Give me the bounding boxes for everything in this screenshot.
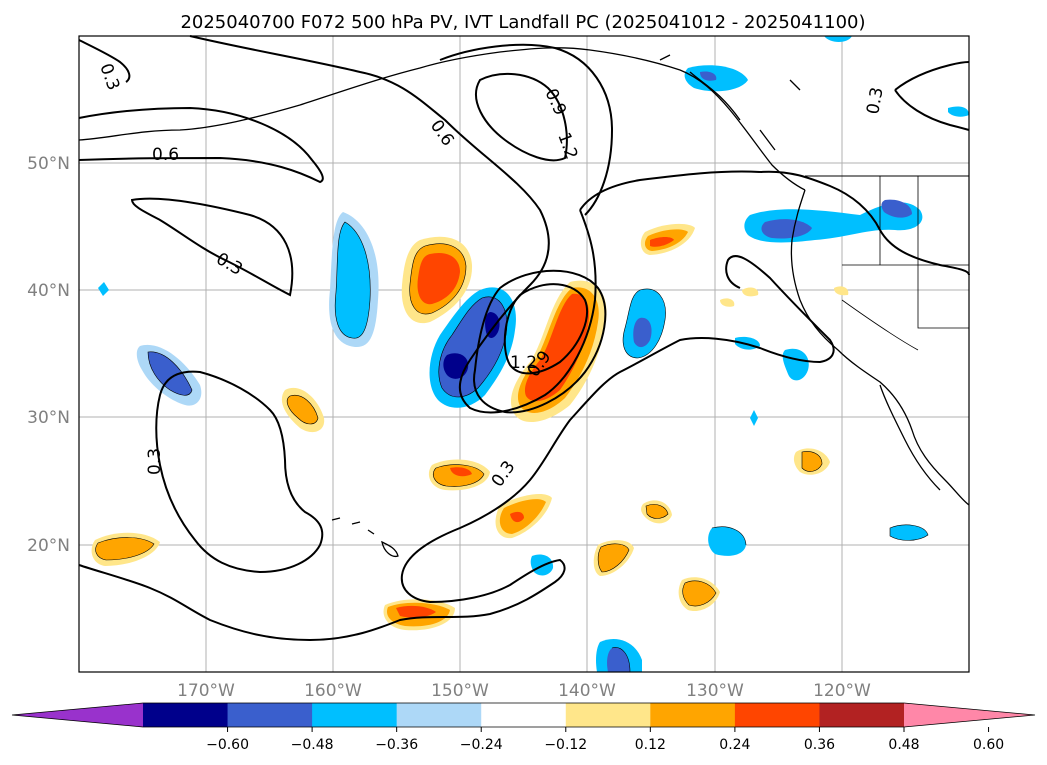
- contour-0.6-main: [189, 35, 597, 414]
- lon-label-160w: 160°W: [304, 681, 362, 701]
- contour-label: 0.6: [152, 145, 179, 165]
- colorbar-segment: [650, 703, 736, 727]
- pos-anomaly-152w-core: [417, 252, 460, 305]
- colorbar-tick-label: 0.12: [635, 737, 666, 753]
- neg-anomaly-136w-core: [633, 317, 652, 348]
- pos-anomaly-120w-small: [834, 286, 849, 296]
- colorbar-segment: [481, 703, 567, 727]
- contour-1.2-top-closed: [475, 72, 568, 162]
- pos-anomaly-145w-core: [510, 511, 524, 523]
- coastlines: [78, 47, 970, 558]
- coast-baja: [879, 384, 941, 491]
- pv-contours: [78, 35, 970, 642]
- pos-anomaly-142w-core: [524, 293, 590, 402]
- contour-0.6-left: [78, 106, 324, 184]
- lat-label-20n: 20°N: [27, 536, 70, 556]
- pos-anomaly-123w-core: [802, 451, 822, 472]
- colorbar-extend-right: [904, 703, 1035, 727]
- neg-anomaly-127w-tiny: [750, 410, 758, 426]
- neg-anomaly-148w-core2: [485, 312, 500, 338]
- neg-anomaly-114w: [890, 524, 928, 541]
- lon-label-120w: 120°W: [813, 681, 871, 701]
- coast-islands-top: [659, 54, 801, 151]
- colorbar-tick-label: 0.36: [804, 737, 835, 753]
- colorbar-tick-label: 0.60: [973, 737, 1004, 753]
- pos-anomaly-139w-core: [598, 543, 629, 572]
- pos-anomaly-133w-core: [650, 237, 674, 247]
- contour-label: 1.2: [510, 353, 537, 373]
- colorbar-segment: [819, 703, 905, 727]
- neg-anomaly-160w-core: [335, 222, 371, 339]
- neg-anomaly-137w-core: [607, 647, 630, 672]
- colorbar-tick-label: −0.24: [460, 737, 503, 753]
- colorbar-outline: [11, 702, 1036, 728]
- contour-0.3-top-left: [78, 39, 131, 83]
- contour-1.2-center: [503, 283, 588, 375]
- lat-axis-labels: 50°N 40°N 30°N 20°N: [27, 154, 70, 556]
- map-area: 0.3 0.6 0.6 0.3 0.9 1.2 0.3 0.3 1.2 0.9 …: [78, 35, 970, 673]
- neg-anomaly-117w-top: [824, 36, 852, 42]
- pos-anomaly-131w-core: [682, 580, 716, 606]
- lon-label-130w: 130°W: [686, 681, 744, 701]
- pos-anomaly-136w-core: [646, 504, 668, 519]
- contour-0.3-main-right: [759, 170, 970, 276]
- colorbar-segment: [312, 703, 398, 727]
- contour-0.3-left-closed: [130, 197, 294, 297]
- contour-label: 0.3: [863, 86, 887, 116]
- lat-label-50n: 50°N: [27, 154, 70, 174]
- neg-anomaly-178w: [98, 282, 109, 296]
- colorbar-tick-label: −0.12: [544, 737, 587, 753]
- colorbar-tick-label: −0.48: [291, 737, 334, 753]
- colorbar-segment: [565, 703, 651, 727]
- colorbar-segment: [143, 703, 229, 727]
- lon-label-140w: 140°W: [558, 681, 616, 701]
- contour-0.3-top-right: [894, 61, 970, 131]
- neg-anomaly-131w-top: [684, 65, 748, 92]
- contour-0.3-main: [78, 170, 835, 642]
- contour-0.3-left-loop: [155, 370, 324, 574]
- coast-hawaii: [331, 517, 399, 558]
- lat-label-30n: 30°N: [27, 408, 70, 428]
- colorbar-segment: [734, 703, 820, 727]
- lon-axis-labels: 170°W 160°W 150°W 140°W 130°W 120°W: [177, 681, 871, 701]
- pos-anomaly-155w-core: [396, 605, 436, 618]
- contour-label: 0.3: [145, 448, 165, 475]
- colorbar-extend-left: [12, 703, 143, 727]
- lat-label-40n: 40°N: [27, 281, 70, 301]
- ivt-shading: [91, 36, 969, 672]
- lon-label-170w: 170°W: [177, 681, 235, 701]
- map-frame: [78, 35, 970, 673]
- pos-anomaly-150w-core: [450, 467, 472, 477]
- pos-anomaly-126w-small: [742, 287, 759, 297]
- colorbar: −0.60 −0.48 −0.36 −0.24 −0.12 0.12 0.24 0.36 0.4…: [11, 702, 1036, 753]
- pos-anomaly-128w-small: [720, 298, 735, 307]
- contour-0.9-top: [439, 43, 614, 216]
- colorbar-segment: [396, 703, 482, 727]
- contour-0.9-center: [473, 269, 607, 414]
- figure-title: 2025040700 F072 500 hPa PV, IVT Landfall…: [180, 12, 865, 33]
- colorbar-tick-label: 0.24: [719, 737, 750, 753]
- border-states: [841, 176, 969, 351]
- colorbar-tick-label: −0.36: [375, 737, 418, 753]
- neg-anomaly-172w-core: [148, 351, 192, 396]
- lon-label-150w: 150°W: [431, 681, 489, 701]
- colorbar-tick-label: −0.60: [206, 737, 249, 753]
- coast-alaska: [78, 47, 806, 191]
- neg-anomaly-116w-core: [881, 199, 912, 218]
- colorbar-segment: [227, 703, 313, 727]
- neg-anomaly-131w-top-core: [700, 71, 717, 81]
- coast-bc: [790, 189, 970, 506]
- neg-anomaly-112w: [948, 106, 969, 117]
- neg-anomaly-131w: [708, 526, 746, 556]
- pos-anomaly-163w-core: [287, 395, 318, 424]
- colorbar-tick-label: 0.48: [888, 737, 919, 753]
- neg-anomaly-148w-core1: [443, 353, 469, 379]
- neg-anomaly-127w-small: [782, 348, 809, 381]
- neg-anomaly-125w-core: [761, 219, 812, 239]
